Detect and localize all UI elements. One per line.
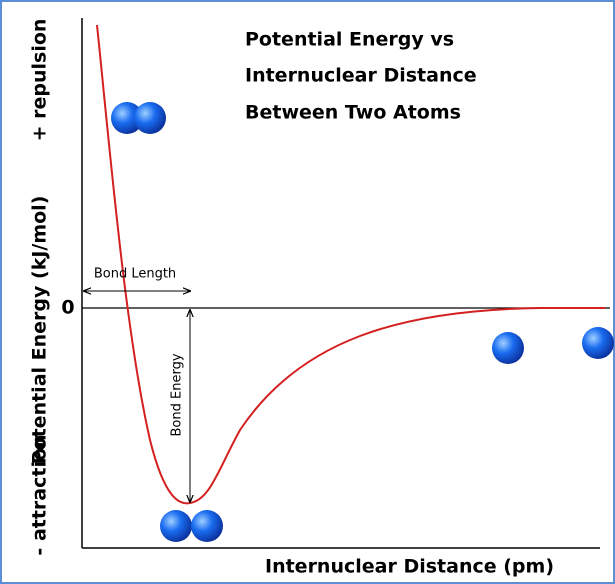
y-axis-label: Potential Energy (kJ/mol): [29, 196, 51, 465]
atom: [111, 102, 143, 134]
bond-length-label: Bond Length: [94, 267, 176, 282]
atom: [492, 332, 524, 364]
atoms: [111, 102, 614, 542]
repulsion-label: + repulsion: [29, 19, 51, 142]
zero-label: 0: [61, 297, 74, 319]
title-line: Between Two Atoms: [245, 102, 461, 124]
attraction-label: - attraction: [29, 434, 51, 555]
x-axis-label: Internuclear Distance (pm): [265, 556, 554, 578]
atom: [134, 102, 166, 134]
atom: [191, 510, 223, 542]
energy-curve: [96, 24, 605, 505]
atom: [582, 327, 614, 359]
bond-energy-label: Bond Energy: [170, 353, 185, 436]
atom: [160, 510, 192, 542]
title-line: Internuclear Distance: [245, 65, 477, 87]
title-line: Potential Energy vs: [245, 29, 454, 51]
